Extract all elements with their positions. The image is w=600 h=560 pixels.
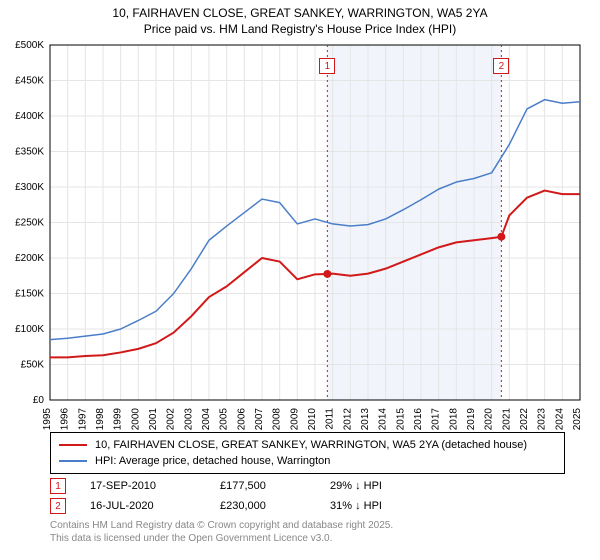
legend-label: HPI: Average price, detached house, Warr… xyxy=(95,455,330,467)
footer-attribution: Contains HM Land Registry data © Crown c… xyxy=(50,520,393,545)
legend: 10, FAIRHAVEN CLOSE, GREAT SANKEY, WARRI… xyxy=(50,432,565,474)
legend-swatch xyxy=(59,460,87,462)
legend-item: HPI: Average price, detached house, Warr… xyxy=(59,453,556,469)
svg-text:2011: 2011 xyxy=(325,408,336,430)
svg-text:£150K: £150K xyxy=(15,289,44,300)
svg-text:2024: 2024 xyxy=(554,408,565,431)
svg-text:2023: 2023 xyxy=(537,408,548,431)
trade-price: £177,500 xyxy=(220,480,330,492)
svg-text:£50K: £50K xyxy=(21,360,45,371)
svg-text:2017: 2017 xyxy=(431,408,442,431)
svg-text:2008: 2008 xyxy=(272,408,283,431)
legend-label: 10, FAIRHAVEN CLOSE, GREAT SANKEY, WARRI… xyxy=(95,439,527,451)
svg-text:2020: 2020 xyxy=(484,408,495,431)
chart-title-block: 10, FAIRHAVEN CLOSE, GREAT SANKEY, WARRI… xyxy=(0,0,600,36)
trade-pct-vs-hpi: 31% ↓ HPI xyxy=(330,500,450,512)
svg-text:2018: 2018 xyxy=(448,408,459,431)
svg-text:2012: 2012 xyxy=(342,408,353,431)
svg-text:2001: 2001 xyxy=(148,408,159,431)
svg-text:1997: 1997 xyxy=(77,408,88,431)
svg-text:2021: 2021 xyxy=(501,408,512,431)
svg-text:£0: £0 xyxy=(33,395,45,406)
svg-text:£400K: £400K xyxy=(15,111,44,122)
svg-text:2003: 2003 xyxy=(183,408,194,431)
svg-text:2025: 2025 xyxy=(572,408,583,431)
chart-title-line1: 10, FAIRHAVEN CLOSE, GREAT SANKEY, WARRI… xyxy=(0,6,600,20)
footer-line2: This data is licensed under the Open Gov… xyxy=(50,533,393,546)
svg-text:2010: 2010 xyxy=(307,408,318,431)
svg-text:£350K: £350K xyxy=(15,147,44,158)
svg-text:1996: 1996 xyxy=(60,408,71,431)
svg-text:2000: 2000 xyxy=(130,408,141,431)
svg-text:£450K: £450K xyxy=(15,76,44,87)
svg-text:£100K: £100K xyxy=(15,324,44,335)
trade-marker-2: 2 xyxy=(493,58,509,74)
trade-number-badge: 2 xyxy=(50,498,66,514)
trade-number-badge: 1 xyxy=(50,478,66,494)
trade-marker-1: 1 xyxy=(319,58,335,74)
svg-text:2005: 2005 xyxy=(219,408,230,431)
trade-price: £230,000 xyxy=(220,500,330,512)
price-chart: £0£50K£100K£150K£200K£250K£300K£350K£400… xyxy=(50,45,580,420)
svg-text:1998: 1998 xyxy=(95,408,106,431)
trade-list: 1 17-SEP-2010£177,50029% ↓ HPI 2 16-JUL-202… xyxy=(50,476,450,516)
trade-date: 16-JUL-2020 xyxy=(90,500,220,512)
svg-text:2022: 2022 xyxy=(519,408,530,431)
svg-text:£200K: £200K xyxy=(15,253,44,264)
svg-text:2004: 2004 xyxy=(201,408,212,431)
trade-row: 1 17-SEP-2010£177,50029% ↓ HPI xyxy=(50,476,450,496)
chart-title-line2: Price paid vs. HM Land Registry's House … xyxy=(0,22,600,36)
svg-text:2015: 2015 xyxy=(395,408,406,431)
legend-swatch xyxy=(59,444,87,446)
svg-text:2019: 2019 xyxy=(466,408,477,431)
footer-line1: Contains HM Land Registry data © Crown c… xyxy=(50,520,393,533)
svg-text:2016: 2016 xyxy=(413,408,424,431)
trade-pct-vs-hpi: 29% ↓ HPI xyxy=(330,480,450,492)
svg-text:2006: 2006 xyxy=(236,408,247,431)
svg-text:£500K: £500K xyxy=(15,40,44,51)
legend-item: 10, FAIRHAVEN CLOSE, GREAT SANKEY, WARRI… xyxy=(59,437,556,453)
svg-text:1995: 1995 xyxy=(42,408,53,431)
svg-text:2014: 2014 xyxy=(378,408,389,431)
svg-text:2002: 2002 xyxy=(166,408,177,431)
svg-text:£300K: £300K xyxy=(15,182,44,193)
svg-text:2009: 2009 xyxy=(289,408,300,431)
svg-text:£250K: £250K xyxy=(15,218,44,229)
svg-text:2007: 2007 xyxy=(254,408,265,431)
svg-text:1999: 1999 xyxy=(113,408,124,431)
trade-date: 17-SEP-2010 xyxy=(90,480,220,492)
svg-text:2013: 2013 xyxy=(360,408,371,431)
trade-row: 2 16-JUL-2020£230,00031% ↓ HPI xyxy=(50,496,450,516)
